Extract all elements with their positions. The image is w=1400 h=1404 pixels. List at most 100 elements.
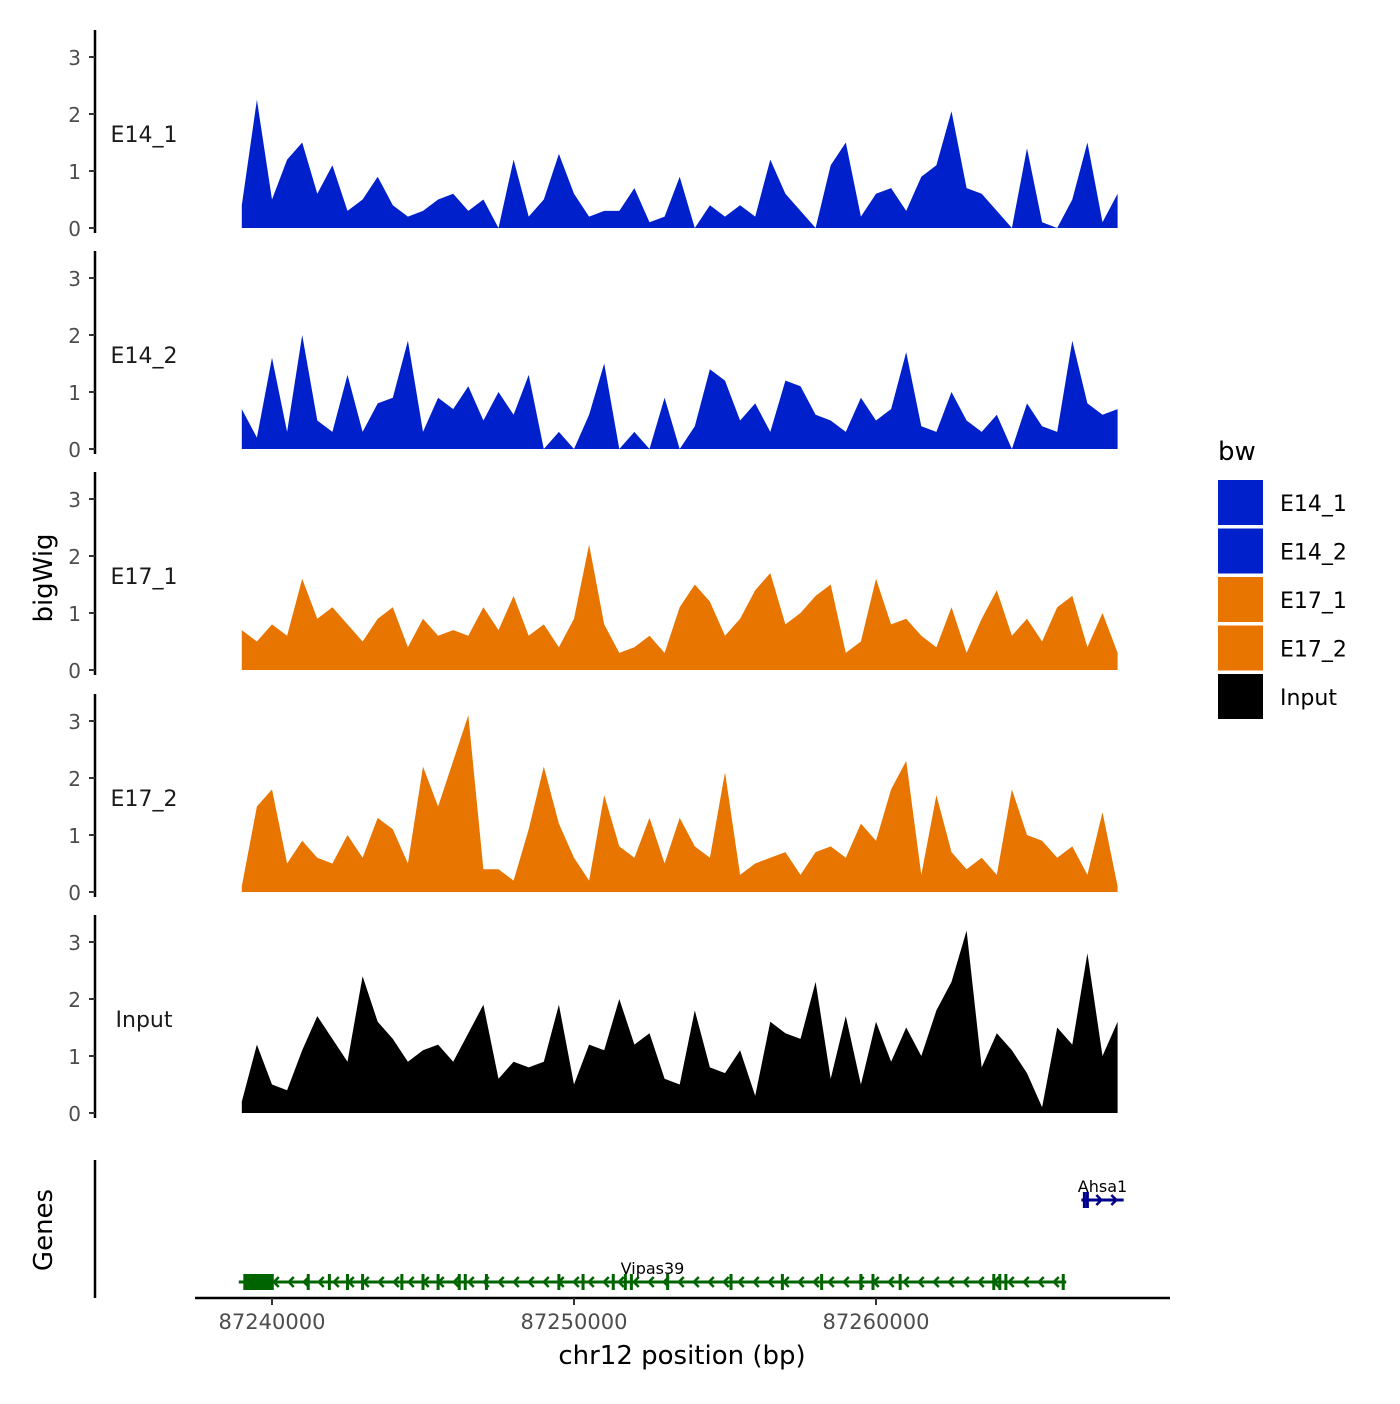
y-tick-label: 2 bbox=[68, 767, 81, 791]
track-label: Input bbox=[116, 1008, 173, 1033]
exon bbox=[346, 1274, 349, 1290]
y-tick-label: 0 bbox=[68, 438, 81, 462]
signal-area-E14_1 bbox=[241, 99, 1118, 228]
legend-label: E14_2 bbox=[1280, 541, 1347, 566]
strand-arrow-icon bbox=[332, 1276, 340, 1288]
exon-utr bbox=[245, 1274, 274, 1290]
strand-arrow-icon bbox=[962, 1276, 970, 1288]
y-tick-label: 3 bbox=[68, 488, 81, 512]
track-E17_2: 0 1 2 3 E17_2 bbox=[68, 694, 1118, 905]
exon bbox=[327, 1274, 331, 1290]
y-tick-label: 1 bbox=[68, 160, 81, 184]
strand-arrow-icon bbox=[647, 1276, 655, 1288]
strand-arrow-icon bbox=[617, 1276, 625, 1288]
exon bbox=[361, 1274, 365, 1290]
exon bbox=[463, 1274, 467, 1290]
exon bbox=[729, 1274, 733, 1290]
x-tick-label: 87250000 bbox=[521, 1310, 628, 1334]
exon bbox=[581, 1274, 585, 1290]
strand-arrow-icon bbox=[632, 1276, 640, 1288]
strand-arrow-icon bbox=[842, 1276, 850, 1288]
track-E17_1: 0 1 2 3 E17_1 bbox=[68, 472, 1118, 683]
exon bbox=[820, 1274, 824, 1290]
strand-arrow-icon bbox=[1052, 1276, 1060, 1288]
legend-label: E17_2 bbox=[1280, 638, 1347, 663]
strand-arrow-icon bbox=[512, 1276, 520, 1288]
legend-swatch bbox=[1218, 480, 1263, 525]
legend-label: E14_1 bbox=[1280, 492, 1347, 517]
strand-arrow-icon bbox=[317, 1276, 325, 1288]
strand-arrow-icon bbox=[977, 1276, 985, 1288]
x-tick-label: 87240000 bbox=[219, 1310, 326, 1334]
strand-arrow-icon bbox=[1022, 1276, 1030, 1288]
y-tick-label: 1 bbox=[68, 602, 81, 626]
exon bbox=[898, 1274, 902, 1290]
strand-arrow-icon bbox=[392, 1276, 400, 1288]
gene-Vipas39: Vipas39 bbox=[238, 1259, 1067, 1290]
legend-title: bw bbox=[1218, 437, 1256, 467]
legend-swatch bbox=[1218, 674, 1263, 719]
strand-arrow-icon bbox=[737, 1276, 745, 1288]
exon bbox=[611, 1274, 615, 1290]
gene-track: Vipas39 Ahsa1 bbox=[93, 1160, 1127, 1298]
exon bbox=[623, 1274, 627, 1290]
track-label: E14_1 bbox=[111, 123, 178, 148]
strand-arrow-icon bbox=[677, 1276, 685, 1288]
x-tick-label: 87260000 bbox=[823, 1310, 930, 1334]
strand-arrow-icon bbox=[932, 1276, 940, 1288]
exon bbox=[859, 1274, 863, 1290]
track-Input: 0 1 2 3 Input bbox=[68, 915, 1118, 1126]
y-tick-label: 1 bbox=[68, 381, 81, 405]
strand-arrow-icon bbox=[722, 1276, 730, 1288]
strand-arrow-icon bbox=[692, 1276, 700, 1288]
exon bbox=[421, 1274, 425, 1290]
strand-arrow-icon bbox=[377, 1276, 385, 1288]
y-tick-label: 0 bbox=[68, 217, 81, 241]
strand-arrow-icon bbox=[887, 1276, 895, 1288]
y-tick-label: 3 bbox=[68, 267, 81, 291]
signal-area-Input bbox=[241, 930, 1118, 1113]
strand-arrow-icon bbox=[1110, 1194, 1119, 1206]
strand-arrow-icon bbox=[1095, 1194, 1104, 1206]
exon bbox=[457, 1274, 461, 1290]
legend-label: E17_1 bbox=[1280, 589, 1347, 614]
y-tick-label: 0 bbox=[68, 881, 81, 905]
y-tick-label: 0 bbox=[68, 659, 81, 683]
exon bbox=[992, 1274, 996, 1290]
exon bbox=[1082, 1192, 1086, 1208]
strand-arrow-icon bbox=[407, 1276, 415, 1288]
y-tick-label: 2 bbox=[68, 324, 81, 348]
strand-arrow-icon bbox=[1037, 1276, 1045, 1288]
strand-arrow-icon bbox=[287, 1276, 295, 1288]
strand-arrow-icon bbox=[572, 1276, 580, 1288]
genes-axis-title: Genes bbox=[29, 1189, 59, 1271]
exon bbox=[306, 1274, 310, 1290]
signal-area-E17_2 bbox=[241, 715, 1118, 892]
exon bbox=[871, 1274, 875, 1290]
exon bbox=[666, 1274, 670, 1290]
strand-arrow-icon bbox=[587, 1276, 595, 1288]
strand-arrow-icon bbox=[467, 1276, 475, 1288]
x-axis: 87240000 87250000 87260000 bbox=[195, 1296, 1170, 1334]
y-tick-label: 3 bbox=[68, 931, 81, 955]
strand-arrow-icon bbox=[767, 1276, 775, 1288]
strand-arrow-icon bbox=[902, 1276, 910, 1288]
strand-arrow-icon bbox=[602, 1276, 610, 1288]
exon bbox=[1004, 1274, 1008, 1290]
track-label: E17_1 bbox=[111, 565, 178, 590]
y-tick-label: 1 bbox=[68, 824, 81, 848]
exon bbox=[998, 1274, 1002, 1290]
track-E14_2: 0 1 2 3 E14_2 bbox=[68, 251, 1118, 462]
exon bbox=[780, 1274, 784, 1290]
strand-arrow-icon bbox=[707, 1276, 715, 1288]
legend-swatch bbox=[1218, 625, 1263, 671]
strand-arrow-icon bbox=[1007, 1276, 1015, 1288]
track-label: E14_2 bbox=[111, 344, 178, 369]
exon bbox=[484, 1274, 488, 1290]
exon bbox=[1085, 1192, 1089, 1208]
strand-arrow-icon bbox=[917, 1276, 925, 1288]
strand-arrow-icon bbox=[812, 1276, 820, 1288]
exon bbox=[400, 1274, 404, 1290]
exon bbox=[1061, 1274, 1065, 1290]
